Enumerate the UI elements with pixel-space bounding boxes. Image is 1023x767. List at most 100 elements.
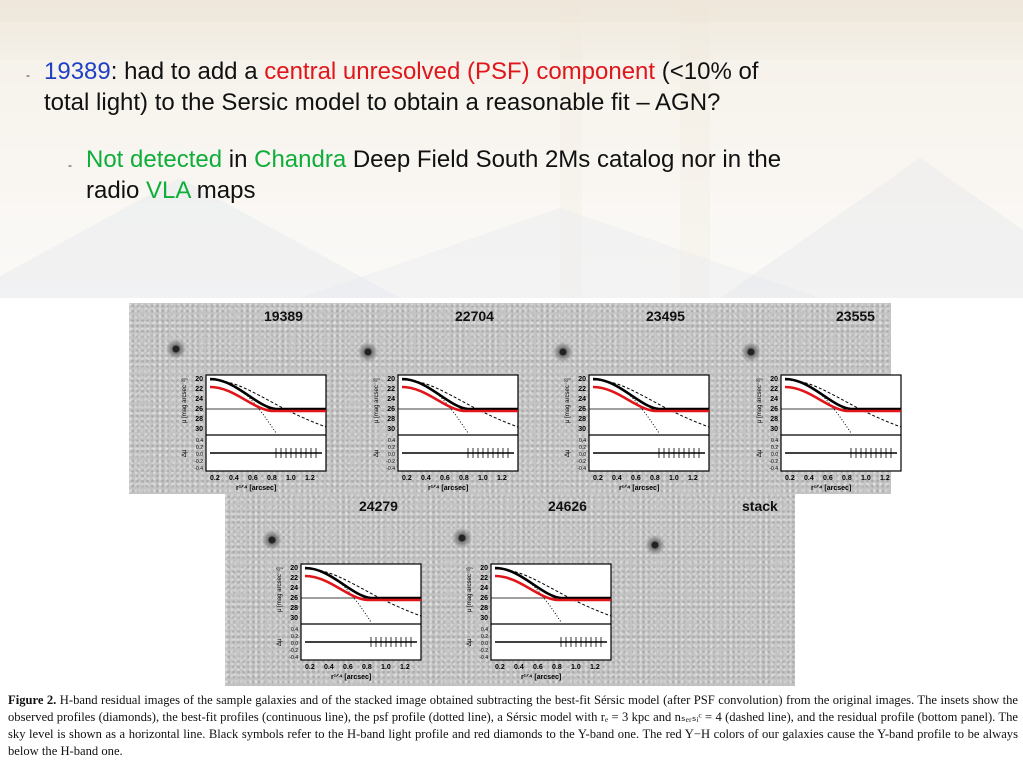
resid-tick-label: 0.0 <box>481 641 488 647</box>
resid-tick-label: -0.4 <box>577 466 586 472</box>
h-band-profile <box>784 377 901 411</box>
resid-tick-label: -0.2 <box>194 459 203 465</box>
profile-inset: 20 22 24 26 28 30 0.4 0.2 0.0 -0.2 -0.4 0.2 0.4 0.6 0.… <box>370 365 520 497</box>
resid-tick-label: 0.2 <box>771 445 778 451</box>
y-tick-label: 30 <box>770 426 778 433</box>
bullet-2-text: maps <box>190 177 256 204</box>
bullet-1-text: (<10% of <box>655 58 759 85</box>
profile-inset: 20 22 24 26 28 30 0.4 0.2 0.0 -0.2 -0.4 0.2 0.4 0.6 0.… <box>561 365 711 497</box>
y-tick-label: 24 <box>770 396 778 403</box>
y-tick-label: 22 <box>290 575 298 582</box>
x-tick-label: 0.8 <box>267 475 277 482</box>
resid-tick-label: 0.0 <box>196 452 203 458</box>
x-tick-label: 0.6 <box>440 475 450 482</box>
x-tick-label: 0.8 <box>459 475 469 482</box>
resid-tick-label: -0.4 <box>194 466 203 472</box>
y-tick-label: 28 <box>387 416 395 423</box>
bullet-1-line2: total light) to the Sersic model to obta… <box>44 89 721 116</box>
x-tick-label: 1.2 <box>305 475 315 482</box>
x-tick-label: 0.6 <box>631 475 641 482</box>
x-tick-label: 1.0 <box>571 664 581 671</box>
bullet-1-highlight: central unresolved (PSF) component <box>264 58 656 85</box>
x-tick-label: 0.4 <box>324 664 334 671</box>
y-axis-label: μ [mag arcsec⁻²] <box>565 378 571 423</box>
x-tick-label: 1.2 <box>880 475 890 482</box>
panel-label: 24626 <box>548 498 587 514</box>
y-tick-label: 30 <box>578 426 586 433</box>
resid-tick-label: 0.2 <box>388 445 395 451</box>
x-tick-label: 1.2 <box>400 664 410 671</box>
figure-caption: Figure 2. H-band residual images of the … <box>8 692 1018 760</box>
y-tick-label: 24 <box>578 396 586 403</box>
x-tick-label: 0.2 <box>305 664 315 671</box>
x-tick-label: 0.2 <box>495 664 505 671</box>
y-axis-label: μ [mag arcsec⁻²] <box>277 567 283 612</box>
source-residual <box>166 339 186 359</box>
resid-tick-label: -0.2 <box>577 459 586 465</box>
resid-tick-label: 0.0 <box>579 452 586 458</box>
y-axis-label: μ [mag arcsec⁻²] <box>757 378 763 423</box>
y-tick-label: 20 <box>387 376 395 383</box>
y-band-profile <box>209 385 326 413</box>
bullet-2-highlight: Chandra <box>254 146 347 173</box>
x-axis-label: r¹ᐟ⁴ [arcsec] <box>521 673 561 681</box>
x-tick-label: 0.4 <box>229 475 239 482</box>
resid-tick-label: -0.2 <box>386 459 395 465</box>
resid-axis-label: Δμ <box>182 449 188 457</box>
y-tick-label: 28 <box>290 605 298 612</box>
x-tick-label: 1.0 <box>669 475 679 482</box>
bullet-2-highlight: Not detected <box>86 146 223 173</box>
bullet-2-text: in <box>222 146 255 173</box>
resid-tick-label: 0.4 <box>291 627 298 633</box>
x-tick-label: 0.2 <box>785 475 795 482</box>
resid-axis-label: Δμ <box>277 638 283 646</box>
x-tick-label: 0.4 <box>514 664 524 671</box>
x-tick-label: 0.6 <box>533 664 543 671</box>
y-tick-label: 24 <box>480 585 488 592</box>
galaxy-id: 19389 <box>44 58 111 85</box>
source-residual <box>741 342 761 362</box>
bullet-dash: - <box>26 68 30 82</box>
panel-label: 24279 <box>359 498 398 514</box>
y-tick-label: 22 <box>195 386 203 393</box>
y-tick-label: 24 <box>195 396 203 403</box>
resid-tick-label: 0.2 <box>196 445 203 451</box>
profile-inset: 20 22 24 26 28 30 0.4 0.2 0.0 -0.2 -0.4 0.2 0.4 0.6 0.… <box>273 554 423 686</box>
x-tick-label: 1.2 <box>688 475 698 482</box>
resid-tick-label: 0.4 <box>196 438 203 444</box>
resid-tick-label: -0.4 <box>289 655 298 661</box>
y-band-profile <box>494 574 611 602</box>
y-tick-label: 26 <box>290 595 298 602</box>
resid-tick-label: -0.2 <box>769 459 778 465</box>
resid-tick-label: -0.2 <box>289 648 298 654</box>
x-tick-label: 1.0 <box>381 664 391 671</box>
x-tick-label: 0.4 <box>421 475 431 482</box>
h-band-profile <box>209 377 326 411</box>
y-tick-label: 26 <box>387 406 395 413</box>
y-tick-label: 20 <box>480 565 488 572</box>
resid-tick-label: 0.4 <box>388 438 395 444</box>
y-tick-label: 20 <box>195 376 203 383</box>
panel-label: 22704 <box>455 308 494 324</box>
y-tick-label: 28 <box>195 416 203 423</box>
bullet-dash: - <box>68 158 72 172</box>
resid-tick-label: -0.2 <box>479 648 488 654</box>
x-tick-label: 0.8 <box>362 664 372 671</box>
y-band-profile <box>304 574 421 602</box>
h-band-profile <box>592 377 709 411</box>
panel-label: stack <box>742 498 778 514</box>
resid-tick-label: 0.2 <box>291 634 298 640</box>
bullet-2-text: Deep Field South 2Ms catalog nor in the <box>346 146 782 173</box>
resid-tick-label: -0.4 <box>769 466 778 472</box>
x-axis-label: r¹ᐟ⁴ [arcsec] <box>619 484 659 492</box>
h-band-profile <box>401 377 518 411</box>
y-axis-label: μ [mag arcsec⁻²] <box>467 567 473 612</box>
background-photo <box>0 0 1023 298</box>
caption-text: H-band residual images of the sample gal… <box>8 693 1018 758</box>
source-residual <box>640 530 670 560</box>
resid-tick-label: 0.4 <box>481 627 488 633</box>
y-tick-label: 20 <box>578 376 586 383</box>
y-tick-label: 26 <box>195 406 203 413</box>
bullet-1-text: : had to add a <box>110 58 265 85</box>
